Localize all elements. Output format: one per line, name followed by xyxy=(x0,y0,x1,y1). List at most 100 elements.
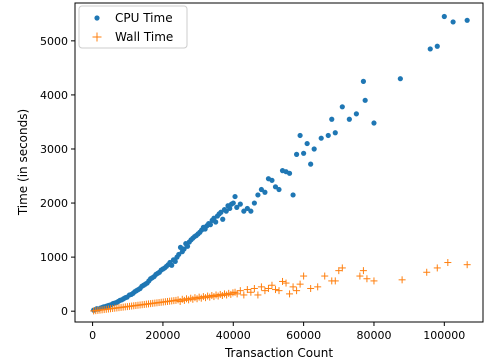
wall-time-point xyxy=(275,287,283,295)
x-tick-label: 100000 xyxy=(423,329,465,342)
cpu-time-point xyxy=(464,17,470,23)
cpu-time-point xyxy=(237,201,243,207)
cpu-time-point xyxy=(434,43,440,49)
wall-time-point xyxy=(370,277,378,285)
wall-time-point xyxy=(463,261,471,269)
cpu-time-point xyxy=(353,111,359,117)
cpu-time-point xyxy=(272,184,279,190)
cpu-time-point xyxy=(258,186,265,193)
cpu-time-point xyxy=(329,116,335,122)
cpu-time-point xyxy=(311,146,317,152)
cpu-time-point xyxy=(293,151,300,157)
wall-time-point xyxy=(243,286,251,294)
cpu-time-point xyxy=(304,140,310,147)
wall-time-point xyxy=(293,287,301,295)
cpu-time-point xyxy=(441,13,447,20)
y-axis-ticks: 0 1000 2000 3000 4000 5000 xyxy=(40,35,75,318)
cpu-time-point xyxy=(244,205,250,212)
cpu-time-point xyxy=(181,246,187,252)
wall-time-point xyxy=(250,284,258,292)
legend-cpu-label: CPU Time xyxy=(115,11,173,25)
wall-time-point xyxy=(261,287,269,295)
cpu-time-point xyxy=(269,177,275,183)
wall-time-point xyxy=(363,275,371,283)
wall-time-point xyxy=(335,267,343,275)
wall-time-point xyxy=(279,277,287,285)
wall-time-point xyxy=(398,276,406,284)
wall-time-point xyxy=(359,267,367,275)
wall-time-point xyxy=(331,277,339,285)
wall-time-point xyxy=(444,259,452,267)
cpu-time-point xyxy=(230,200,236,206)
cpu-time-point xyxy=(169,262,175,268)
cpu-time-point xyxy=(346,116,352,122)
cpu-time-point xyxy=(427,46,433,52)
y-tick-label: 0 xyxy=(61,305,68,318)
cpu-time-point xyxy=(325,132,331,139)
cpu-time-point xyxy=(360,78,367,84)
wall-time-point xyxy=(257,283,265,291)
wall-time-point xyxy=(254,291,262,299)
cpu-time-point xyxy=(176,251,182,258)
plot-marks xyxy=(90,13,471,315)
cpu-time-point xyxy=(232,193,238,200)
cpu-time-point xyxy=(227,205,233,212)
cpu-time-point xyxy=(218,209,224,215)
cpu-time-point xyxy=(262,189,268,195)
cpu-time-point xyxy=(184,243,191,249)
legend: CPU Time Wall Time xyxy=(78,5,188,49)
cpu-time-point xyxy=(251,200,257,206)
cpu-time-point xyxy=(220,216,226,222)
cpu-time-point xyxy=(213,219,219,225)
y-axis-label: Time (in seconds) xyxy=(16,109,30,216)
y-tick-label: 1000 xyxy=(40,251,68,264)
cpu-time-point xyxy=(332,130,338,136)
wall-time-point xyxy=(433,264,441,272)
cpu-time-point xyxy=(339,104,345,110)
wall-time-point xyxy=(264,284,272,292)
wall-time-point xyxy=(296,280,304,288)
y-tick-label: 5000 xyxy=(40,35,68,48)
legend-box xyxy=(78,5,188,49)
wall-time-point xyxy=(423,268,431,276)
cpu-time-point xyxy=(297,132,303,139)
wall-time-point xyxy=(271,286,279,294)
cpu-time-point xyxy=(397,76,403,82)
cpu-time-point xyxy=(362,97,368,103)
wall-time-point xyxy=(289,283,297,291)
cpu-time-point xyxy=(450,19,456,25)
wall-time-point xyxy=(307,284,315,292)
wall-time-point xyxy=(338,264,346,272)
x-tick-label: 40000 xyxy=(216,329,251,342)
x-tick-label: 20000 xyxy=(145,329,180,342)
cpu-time-point xyxy=(255,192,261,198)
cpu-time-point xyxy=(371,120,377,126)
wall-time-point xyxy=(300,272,308,280)
legend-wall-marker xyxy=(92,32,102,42)
wall-time-point xyxy=(356,272,364,280)
wall-time-point xyxy=(233,290,241,298)
wall-time-point xyxy=(240,291,248,299)
wall-time-point xyxy=(247,288,255,296)
cpu-time-point xyxy=(286,170,293,176)
cpu-time-point xyxy=(318,135,324,141)
wall-time-point xyxy=(314,283,322,291)
cpu-time-point xyxy=(172,258,178,265)
wall-time-point xyxy=(236,287,244,295)
y-tick-label: 3000 xyxy=(40,143,68,156)
wall-time-point xyxy=(321,272,329,280)
cpu-time-point xyxy=(301,150,307,156)
cpu-time-point xyxy=(241,208,247,214)
cpu-time-point xyxy=(234,204,240,210)
plot-area-frame xyxy=(74,2,484,323)
cpu-time-point xyxy=(308,161,314,167)
x-tick-label: 80000 xyxy=(356,329,391,342)
legend-wall-label: Wall Time xyxy=(115,30,173,44)
x-axis-label: Transaction Count xyxy=(224,346,333,360)
x-axis-ticks: 0 20000 40000 60000 80000 100000 xyxy=(89,322,465,342)
y-tick-label: 4000 xyxy=(40,89,68,102)
x-tick-label: 60000 xyxy=(286,329,321,342)
y-tick-label: 2000 xyxy=(40,197,68,210)
x-tick-label: 0 xyxy=(89,329,96,342)
